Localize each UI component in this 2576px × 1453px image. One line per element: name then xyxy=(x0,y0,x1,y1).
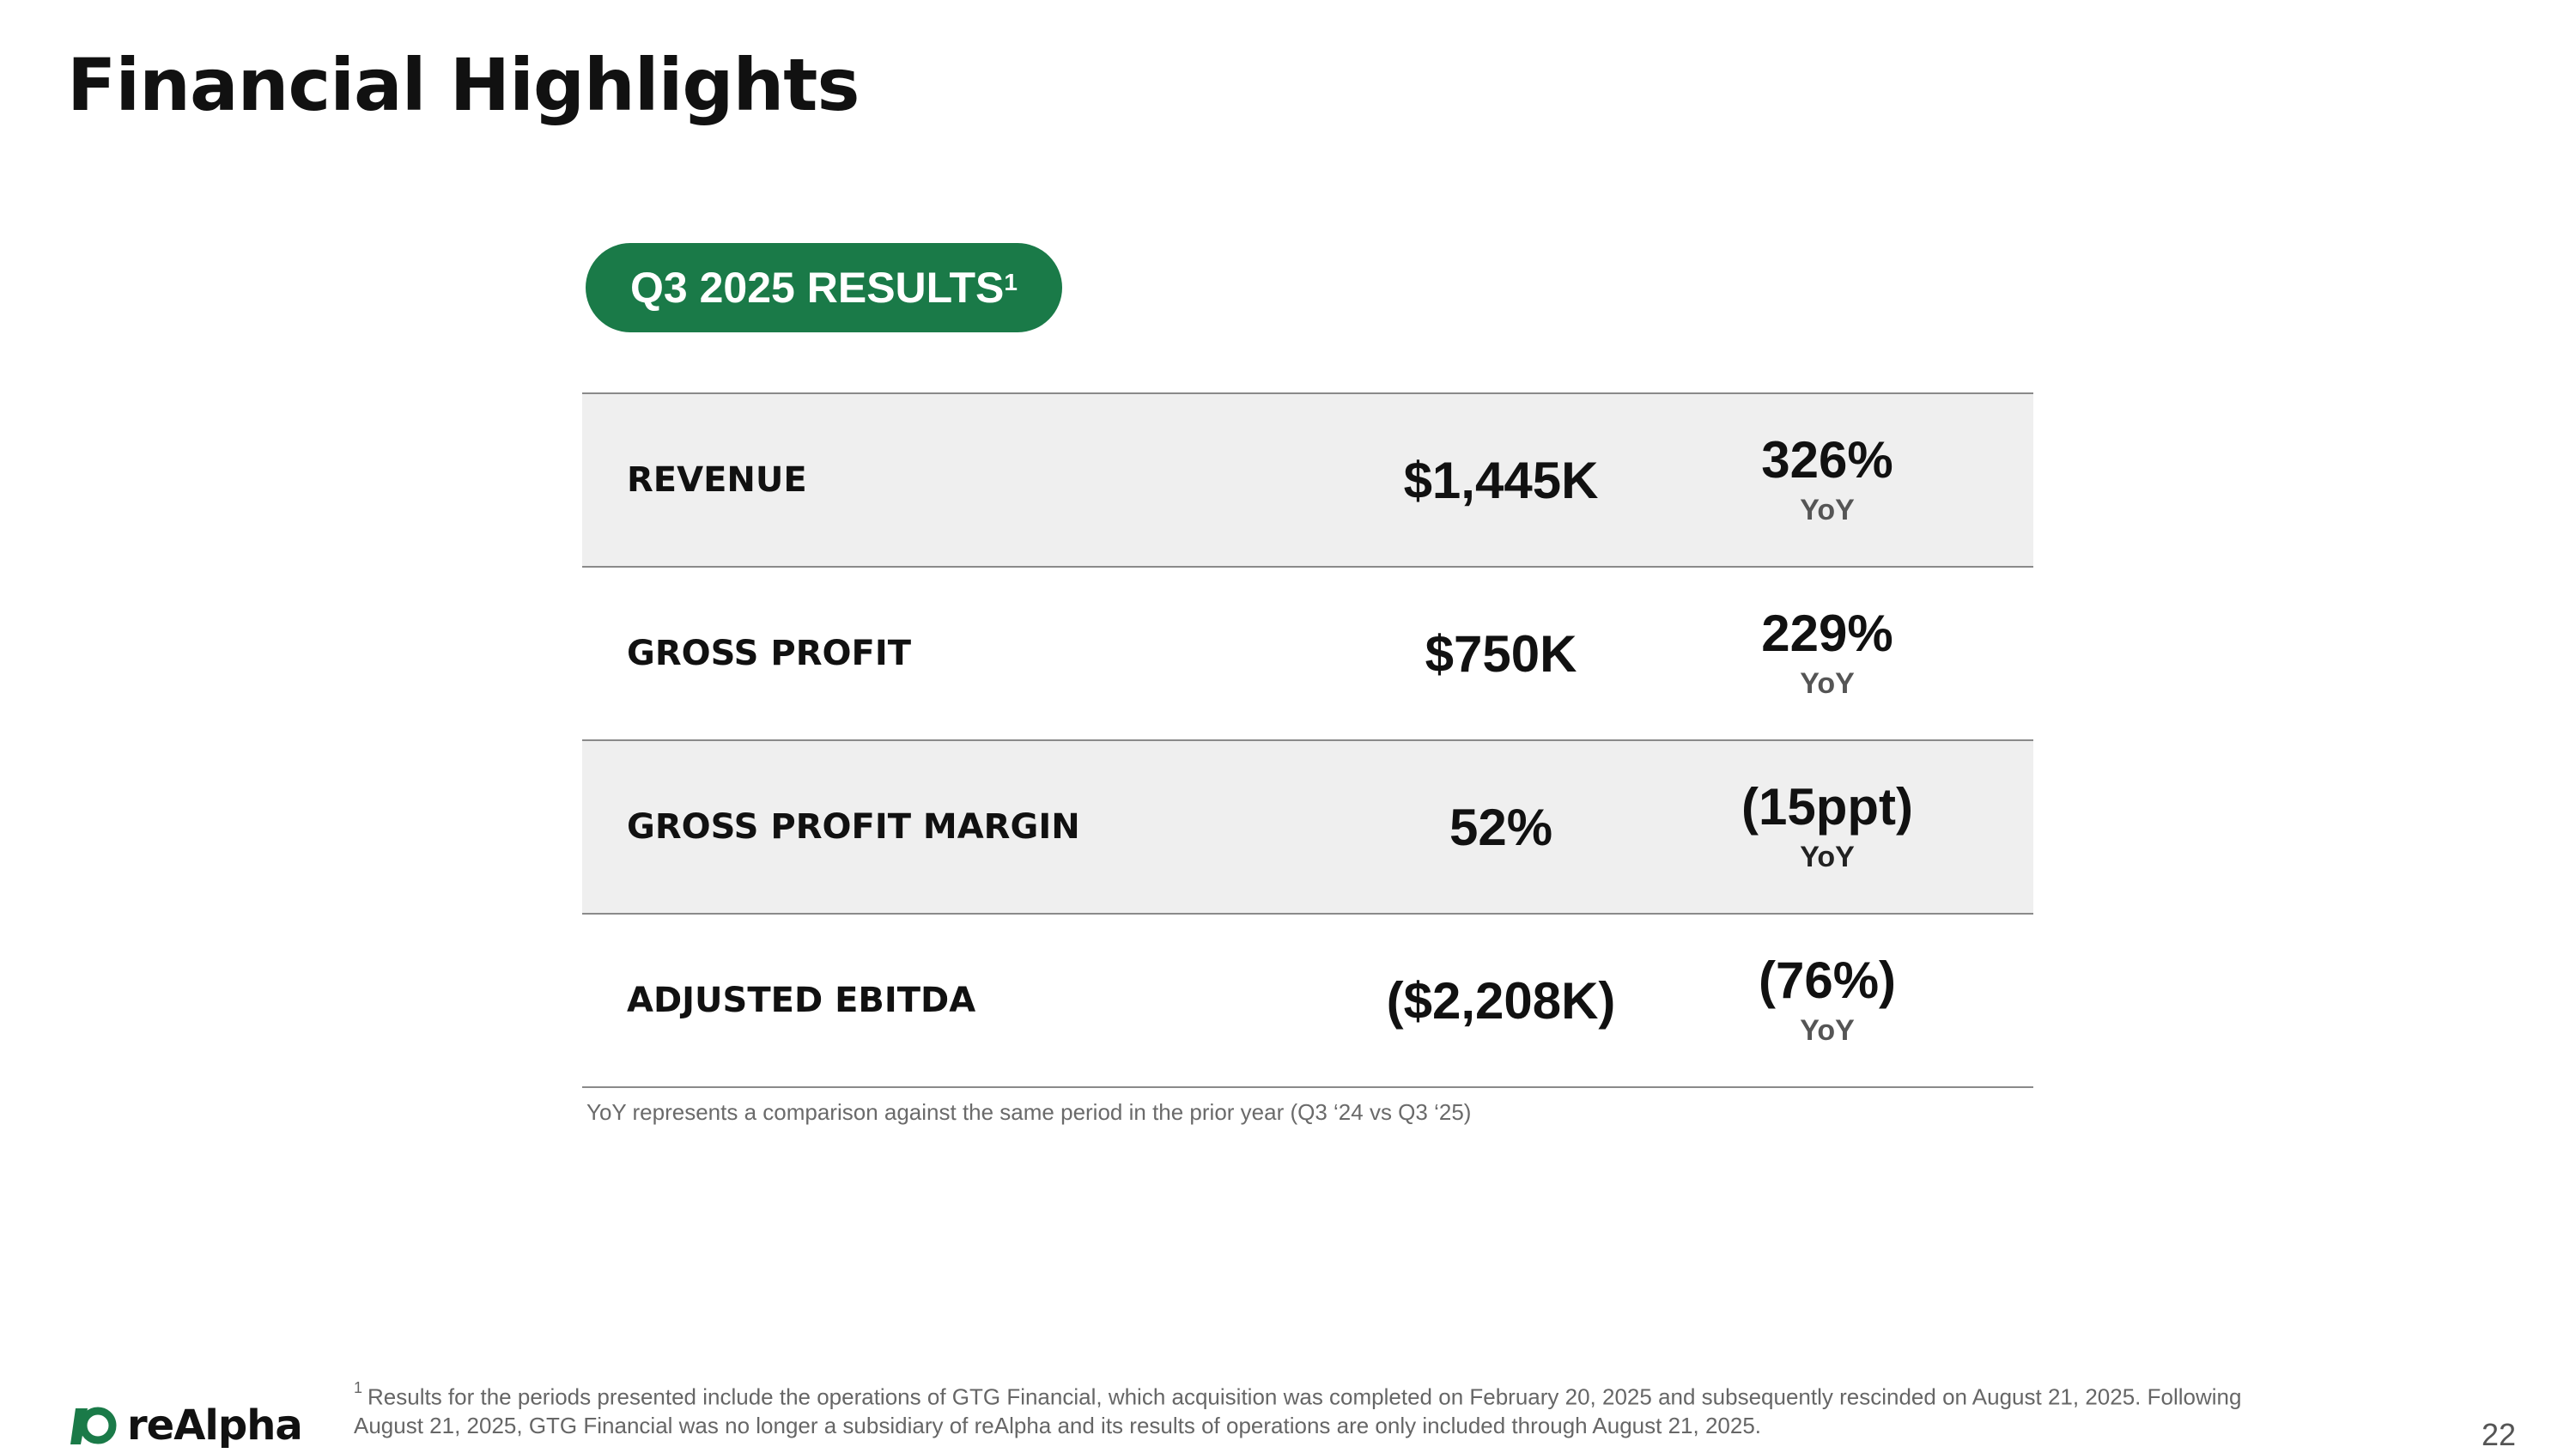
page-number: 22 xyxy=(2481,1417,2516,1452)
page-title: Financial Highlights xyxy=(67,43,860,127)
yoy-note: YoY represents a comparison against the … xyxy=(586,1099,1472,1125)
footnote: 1 Results for the periods presented inclu… xyxy=(354,1377,2243,1440)
results-badge-footnote-marker: 1 xyxy=(1004,269,1018,295)
table-row: GROSS PROFIT MARGIN 52% (15ppt) YoY xyxy=(582,741,2033,915)
metric-value: $1,445K xyxy=(1403,451,1599,509)
metric-value: 52% xyxy=(1449,798,1553,856)
metric-change-value: (15ppt) xyxy=(1741,778,1913,836)
table-row: GROSS PROFIT $750K 229% YoY xyxy=(582,568,2033,741)
table-row: REVENUE $1,445K 326% YoY xyxy=(582,394,2033,568)
metric-value: $750K xyxy=(1425,624,1577,683)
table-row: ADJUSTED EBITDA ($2,208K) (76%) YoY xyxy=(582,915,2033,1088)
metric-change: 326% YoY xyxy=(1698,394,1956,566)
metric-change-value: 229% xyxy=(1761,605,1893,662)
metric-change-value: 326% xyxy=(1761,431,1893,489)
footnote-marker: 1 xyxy=(354,1379,363,1396)
results-badge-label: Q3 2025 RESULTS xyxy=(630,264,1005,312)
metrics-table: REVENUE $1,445K 326% YoY GROSS PROFIT $7… xyxy=(582,392,2033,1088)
brand-logo: reAlpha xyxy=(69,1400,303,1451)
results-badge: Q3 2025 RESULTS 1 xyxy=(586,243,1062,332)
metric-change: (76%) YoY xyxy=(1698,915,1956,1086)
metric-change: 229% YoY xyxy=(1698,568,1956,739)
realpha-logo-icon xyxy=(70,1407,117,1444)
metric-change-value: (76%) xyxy=(1758,951,1897,1009)
metric-label: REVENUE xyxy=(627,460,807,500)
footnote-text: Results for the periods presented includ… xyxy=(354,1383,2242,1438)
metric-change-period: YoY xyxy=(1800,494,1855,526)
metric-change-period: YoY xyxy=(1800,841,1855,873)
metric-label: GROSS PROFIT xyxy=(627,634,911,673)
metric-label: ADJUSTED EBITDA xyxy=(627,981,976,1020)
metric-value: ($2,208K) xyxy=(1386,971,1616,1030)
metric-change-period: YoY xyxy=(1800,1014,1855,1047)
brand-name: reAlpha xyxy=(127,1401,303,1450)
metric-label: GROSS PROFIT MARGIN xyxy=(627,807,1080,847)
metric-change: (15ppt) YoY xyxy=(1698,741,1956,913)
metric-change-period: YoY xyxy=(1800,667,1855,700)
